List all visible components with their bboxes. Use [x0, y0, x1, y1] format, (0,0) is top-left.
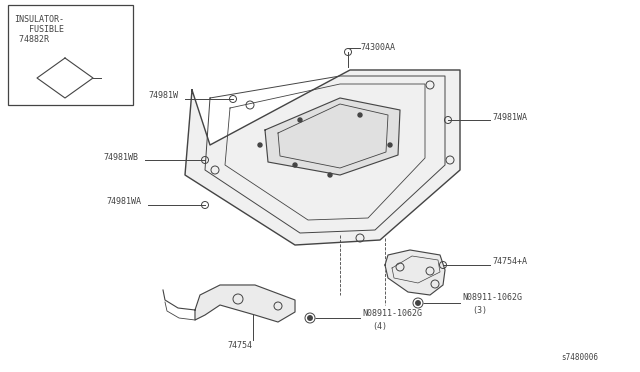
Text: (4): (4)	[372, 321, 387, 330]
Text: 74754+A: 74754+A	[492, 257, 527, 266]
Circle shape	[308, 316, 312, 320]
Text: 74981WA: 74981WA	[106, 198, 141, 206]
Polygon shape	[385, 250, 445, 295]
Text: N08911-1062G: N08911-1062G	[462, 294, 522, 302]
Circle shape	[298, 118, 302, 122]
Circle shape	[413, 298, 423, 308]
Polygon shape	[185, 70, 460, 245]
Text: s7480006: s7480006	[561, 353, 598, 362]
Text: (3): (3)	[472, 307, 487, 315]
Text: 74300AA: 74300AA	[360, 44, 395, 52]
Circle shape	[293, 163, 297, 167]
Polygon shape	[195, 285, 295, 322]
Circle shape	[388, 143, 392, 147]
Circle shape	[328, 173, 332, 177]
Circle shape	[258, 143, 262, 147]
Text: 74981WA: 74981WA	[492, 112, 527, 122]
Circle shape	[305, 313, 315, 323]
Text: 74981WB: 74981WB	[103, 153, 138, 161]
Circle shape	[358, 113, 362, 117]
Text: 74981W: 74981W	[148, 90, 178, 99]
Text: INSULATOR-: INSULATOR-	[14, 15, 64, 24]
Text: N08911-1062G: N08911-1062G	[362, 308, 422, 317]
Text: 74882R: 74882R	[14, 35, 49, 44]
Text: FUSIBLE: FUSIBLE	[14, 25, 64, 34]
Bar	[8, 5, 133, 105]
Text: 74754: 74754	[227, 340, 252, 350]
Circle shape	[416, 301, 420, 305]
Polygon shape	[265, 98, 400, 175]
